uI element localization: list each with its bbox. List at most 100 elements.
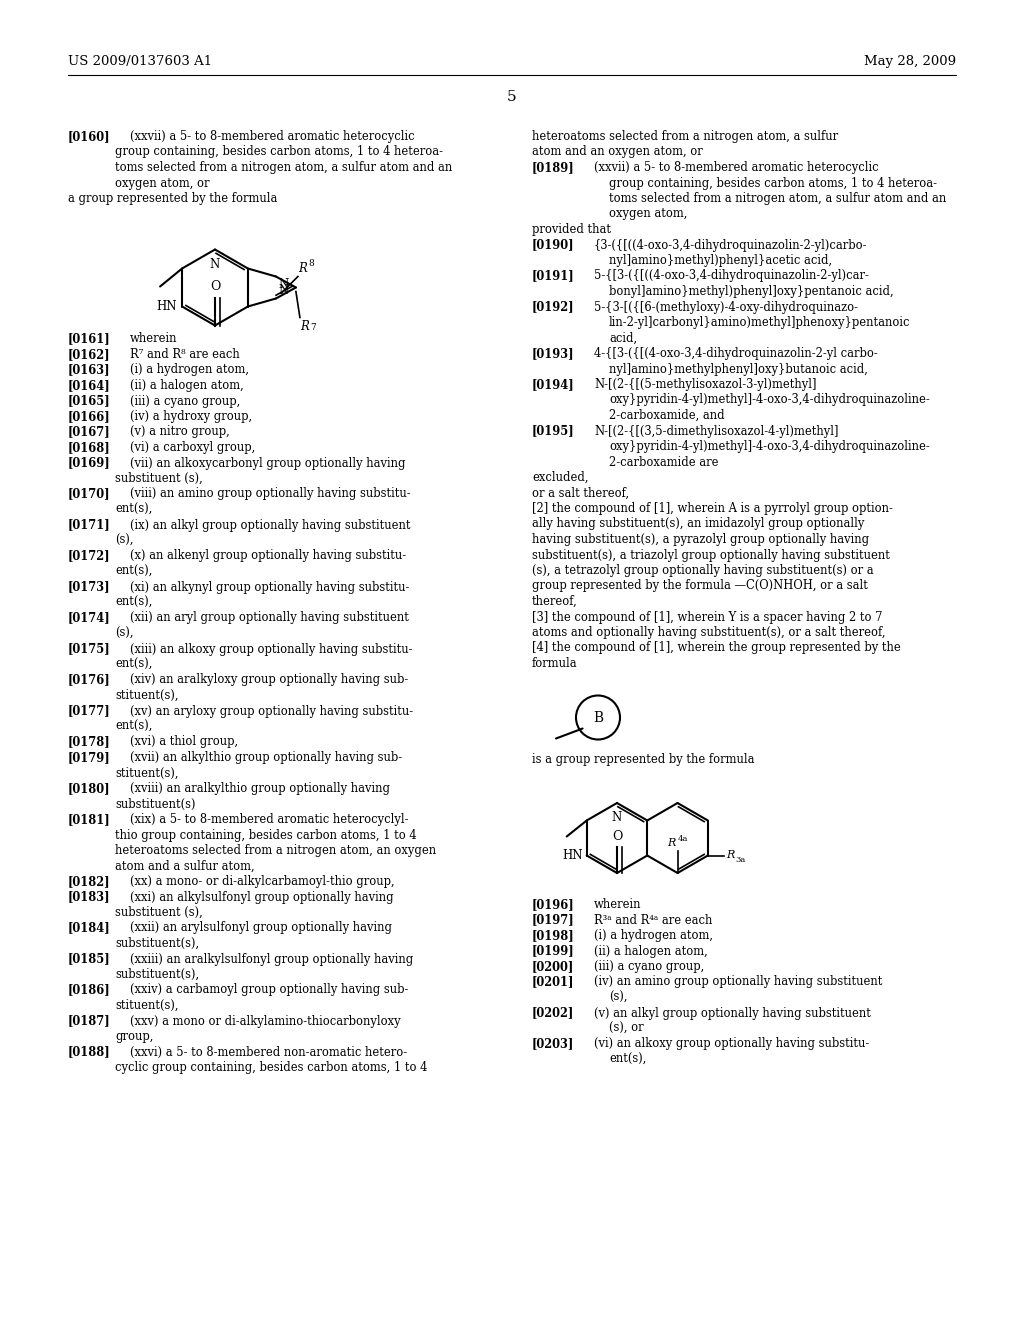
Text: (i) a hydrogen atom,: (i) a hydrogen atom, [130,363,249,376]
Text: (xxvi) a 5- to 8-membered non-aromatic hetero-: (xxvi) a 5- to 8-membered non-aromatic h… [130,1045,408,1059]
Text: (xv) an aryloxy group optionally having substitu-: (xv) an aryloxy group optionally having … [130,705,413,718]
Text: (iv) a hydroxy group,: (iv) a hydroxy group, [130,411,252,422]
Text: R⁷ and R⁸ are each: R⁷ and R⁸ are each [130,348,240,360]
Text: May 28, 2009: May 28, 2009 [864,55,956,69]
Text: (s), a tetrazolyl group optionally having substituent(s) or a: (s), a tetrazolyl group optionally havin… [532,564,873,577]
Text: (xi) an alkynyl group optionally having substitu-: (xi) an alkynyl group optionally having … [130,581,410,594]
Text: (s),: (s), [609,991,628,1005]
Text: (xvii) an alkylthio group optionally having sub-: (xvii) an alkylthio group optionally hav… [130,751,402,764]
Text: wherein: wherein [594,898,641,911]
Text: provided that: provided that [532,223,611,236]
Text: excluded,: excluded, [532,471,589,484]
Text: stituent(s),: stituent(s), [115,999,178,1012]
Text: O: O [210,281,220,293]
Text: [0202]: [0202] [532,1006,574,1019]
Text: [0183]: [0183] [68,891,111,903]
Text: (xxvii) a 5- to 8-membered aromatic heterocyclic: (xxvii) a 5- to 8-membered aromatic hete… [130,129,415,143]
Text: oxygen atom,: oxygen atom, [609,207,687,220]
Text: (x) an alkenyl group optionally having substitu-: (x) an alkenyl group optionally having s… [130,549,407,562]
Text: (v) a nitro group,: (v) a nitro group, [130,425,229,438]
Text: N-[(2-{[(5-methylisoxazol-3-yl)methyl]: N-[(2-{[(5-methylisoxazol-3-yl)methyl] [594,378,816,391]
Text: 5-{[3-({[((4-oxo-3,4-dihydroquinazolin-2-yl)car-: 5-{[3-({[((4-oxo-3,4-dihydroquinazolin-2… [594,269,869,282]
Text: ent(s),: ent(s), [115,657,153,671]
Text: [0192]: [0192] [532,301,574,314]
Text: 3a: 3a [736,855,746,863]
Text: substituent (s),: substituent (s), [115,473,203,484]
Text: (xviii) an aralkylthio group optionally having: (xviii) an aralkylthio group optionally … [130,781,390,795]
Text: lin-2-yl]carbonyl}amino)methyl]phenoxy}pentanoic: lin-2-yl]carbonyl}amino)methyl]phenoxy}p… [609,315,910,329]
Text: (iii) a cyano group,: (iii) a cyano group, [594,960,705,973]
Text: 8: 8 [308,260,313,268]
Text: stituent(s),: stituent(s), [115,767,178,780]
Text: (xxiii) an aralkylsulfonyl group optionally having: (xxiii) an aralkylsulfonyl group optiona… [130,953,414,965]
Text: [0176]: [0176] [68,673,111,686]
Text: (xix) a 5- to 8-membered aromatic heterocyclyl-: (xix) a 5- to 8-membered aromatic hetero… [130,813,409,826]
Text: (xx) a mono- or di-alkylcarbamoyl-thio group,: (xx) a mono- or di-alkylcarbamoyl-thio g… [130,875,394,888]
Text: [0195]: [0195] [532,425,574,437]
Text: stituent(s),: stituent(s), [115,689,178,702]
Text: wherein: wherein [130,333,177,346]
Text: [0168]: [0168] [68,441,111,454]
Text: (ix) an alkyl group optionally having substituent: (ix) an alkyl group optionally having su… [130,519,411,532]
Text: N: N [278,284,288,297]
Text: substituent(s), a triazolyl group optionally having substituent: substituent(s), a triazolyl group option… [532,549,890,561]
Text: N: N [612,810,623,824]
Text: [0181]: [0181] [68,813,111,826]
Text: 2-carboxamide are: 2-carboxamide are [609,455,719,469]
Text: [2] the compound of [1], wherein A is a pyrrolyl group option-: [2] the compound of [1], wherein A is a … [532,502,893,515]
Text: (xxv) a mono or di-alkylamino-thiocarbonyloxy: (xxv) a mono or di-alkylamino-thiocarbon… [130,1015,400,1027]
Text: substituent(s): substituent(s) [115,797,196,810]
Text: US 2009/0137603 A1: US 2009/0137603 A1 [68,55,212,69]
Text: [0185]: [0185] [68,953,111,965]
Text: [0182]: [0182] [68,875,111,888]
Text: acid,: acid, [609,331,637,345]
Text: oxygen atom, or: oxygen atom, or [115,177,210,190]
Text: [0201]: [0201] [532,975,574,989]
Text: [0189]: [0189] [532,161,574,174]
Text: thio group containing, besides carbon atoms, 1 to 4: thio group containing, besides carbon at… [115,829,417,842]
Text: [0198]: [0198] [532,929,574,942]
Text: substituent(s),: substituent(s), [115,968,199,981]
Text: (xiii) an alkoxy group optionally having substitu-: (xiii) an alkoxy group optionally having… [130,643,413,656]
Text: [0170]: [0170] [68,487,111,500]
Text: ent(s),: ent(s), [115,719,153,733]
Text: N: N [210,257,220,271]
Text: atom and an oxygen atom, or: atom and an oxygen atom, or [532,145,702,158]
Text: ent(s),: ent(s), [609,1053,646,1067]
Text: [0197]: [0197] [532,913,574,927]
Text: (viii) an amino group optionally having substitu-: (viii) an amino group optionally having … [130,487,411,500]
Text: (s),: (s), [115,627,133,640]
Text: 2-carboxamide, and: 2-carboxamide, and [609,409,725,422]
Text: N: N [278,279,288,292]
Text: cyclic group containing, besides carbon atoms, 1 to 4: cyclic group containing, besides carbon … [115,1061,427,1074]
Text: R: R [726,850,734,861]
Text: 7: 7 [310,323,315,333]
Text: (iv) an amino group optionally having substituent: (iv) an amino group optionally having su… [594,975,883,989]
Text: (vi) an alkoxy group optionally having substitu-: (vi) an alkoxy group optionally having s… [594,1038,869,1051]
Text: [3] the compound of [1], wherein Y is a spacer having 2 to 7: [3] the compound of [1], wherein Y is a … [532,610,883,623]
Text: (xii) an aryl group optionally having substituent: (xii) an aryl group optionally having su… [130,611,409,624]
Text: (xiv) an aralkyloxy group optionally having sub-: (xiv) an aralkyloxy group optionally hav… [130,673,409,686]
Text: [0160]: [0160] [68,129,111,143]
Text: (vii) an alkoxycarbonyl group optionally having: (vii) an alkoxycarbonyl group optionally… [130,457,406,470]
Text: (v) an alkyl group optionally having substituent: (v) an alkyl group optionally having sub… [594,1006,870,1019]
Text: N-[(2-{[(3,5-dimethylisoxazol-4-yl)methyl]: N-[(2-{[(3,5-dimethylisoxazol-4-yl)methy… [594,425,839,437]
Text: (xxii) an arylsulfonyl group optionally having: (xxii) an arylsulfonyl group optionally … [130,921,392,935]
Text: group represented by the formula —C(O)NHOH, or a salt: group represented by the formula —C(O)NH… [532,579,868,593]
Text: [0161]: [0161] [68,333,111,346]
Text: [0167]: [0167] [68,425,111,438]
Text: [0186]: [0186] [68,983,111,997]
Text: [0177]: [0177] [68,705,111,718]
Text: substituent (s),: substituent (s), [115,906,203,919]
Text: oxy}pyridin-4-yl)methyl]-4-oxo-3,4-dihydroquinazoline-: oxy}pyridin-4-yl)methyl]-4-oxo-3,4-dihyd… [609,440,930,453]
Text: (vi) a carboxyl group,: (vi) a carboxyl group, [130,441,255,454]
Text: [0191]: [0191] [532,269,574,282]
Text: or a salt thereof,: or a salt thereof, [532,487,629,499]
Text: (ii) a halogen atom,: (ii) a halogen atom, [594,945,708,957]
Text: [0173]: [0173] [68,581,111,594]
Text: atom and a sulfur atom,: atom and a sulfur atom, [115,859,255,873]
Text: ent(s),: ent(s), [115,503,153,516]
Text: substituent(s),: substituent(s), [115,937,199,950]
Text: [0174]: [0174] [68,611,111,624]
Text: {3-({[((4-oxo-3,4-dihydroquinazolin-2-yl)carbo-: {3-({[((4-oxo-3,4-dihydroquinazolin-2-yl… [594,239,867,252]
